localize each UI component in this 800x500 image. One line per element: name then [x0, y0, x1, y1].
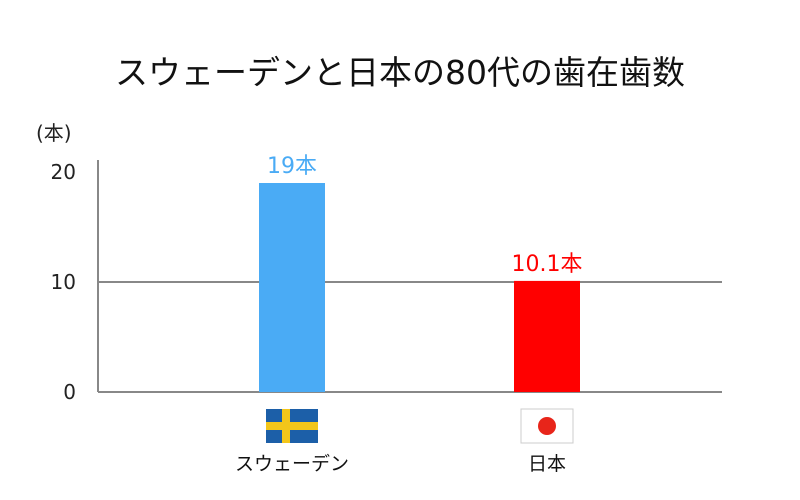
y-tick-label: 10 — [51, 270, 76, 294]
y-tick-label: 0 — [63, 380, 76, 404]
japan-flag-icon — [520, 408, 574, 444]
bar-japan — [514, 280, 580, 392]
y-tick-label: 20 — [51, 160, 76, 184]
category-labels: スウェーデン 日本 — [235, 453, 566, 475]
category-label-sweden: スウェーデン — [235, 453, 349, 475]
data-label-japan: 10.1本 — [512, 252, 583, 277]
chart-title: スウェーデンと日本の80代の歯在歯数 — [115, 53, 685, 92]
bars — [259, 183, 580, 392]
bar-sweden — [259, 183, 325, 392]
category-label-japan: 日本 — [528, 453, 566, 475]
data-labels: 19本 10.1本 — [267, 154, 583, 277]
sweden-flag-icon — [266, 409, 318, 443]
y-axis-unit-label: (本) — [36, 121, 72, 145]
data-label-sweden: 19本 — [267, 154, 317, 179]
y-axis-ticks: 0 10 20 — [51, 160, 76, 404]
